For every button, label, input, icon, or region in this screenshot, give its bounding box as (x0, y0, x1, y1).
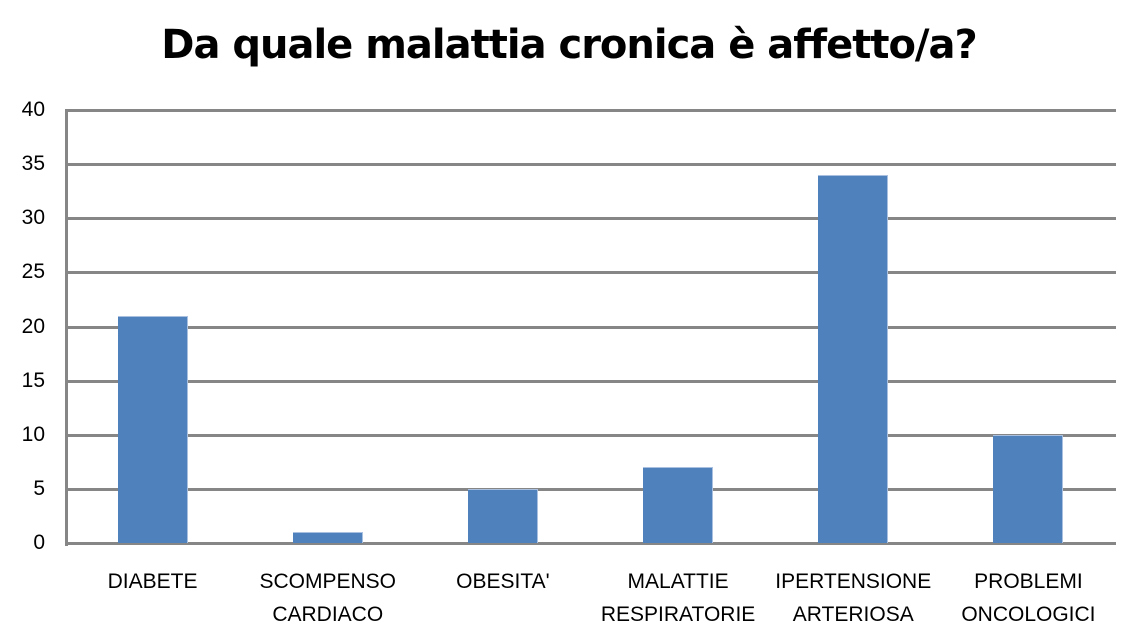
gridline (65, 433, 1116, 437)
gridline (65, 217, 1116, 221)
plot-area (65, 109, 1116, 546)
x-tick-label: OBESITA' (456, 570, 550, 593)
x-tick-label: IPERTENSIONE ARTERIOSA (775, 570, 932, 626)
gridline (65, 109, 1116, 112)
chart-title: Da quale malattia cronica è affetto/a? (161, 22, 977, 68)
y-tick-label: 0 (33, 531, 45, 554)
x-tick-label: PROBLEMI ONCOLOGICI (961, 570, 1096, 626)
y-tick-label: 10 (21, 422, 45, 446)
gridline (65, 487, 1116, 491)
x-tick-label: DIABETE (107, 570, 198, 593)
gridline (65, 271, 1116, 275)
bar (117, 315, 188, 543)
x-tick-label: MALATTIE RESPIRATORIE (600, 570, 756, 626)
bar (292, 532, 363, 543)
y-tick-label: 35 (21, 152, 45, 176)
bar (643, 467, 714, 543)
gridline (65, 325, 1116, 329)
gridline (65, 542, 1116, 545)
bar (467, 488, 538, 543)
y-tick-label: 30 (21, 206, 45, 230)
gridline (65, 163, 1116, 167)
y-tick-label: 20 (21, 314, 45, 338)
bar (818, 174, 889, 543)
bar (993, 434, 1064, 543)
gridline (65, 379, 1116, 383)
y-tick-label: 40 (21, 98, 45, 121)
y-tick-label: 5 (33, 476, 45, 500)
x-tick-label: SCOMPENSO CARDIACO (259, 570, 397, 626)
y-tick-label: 25 (21, 260, 45, 284)
y-tick-label: 15 (21, 368, 45, 392)
